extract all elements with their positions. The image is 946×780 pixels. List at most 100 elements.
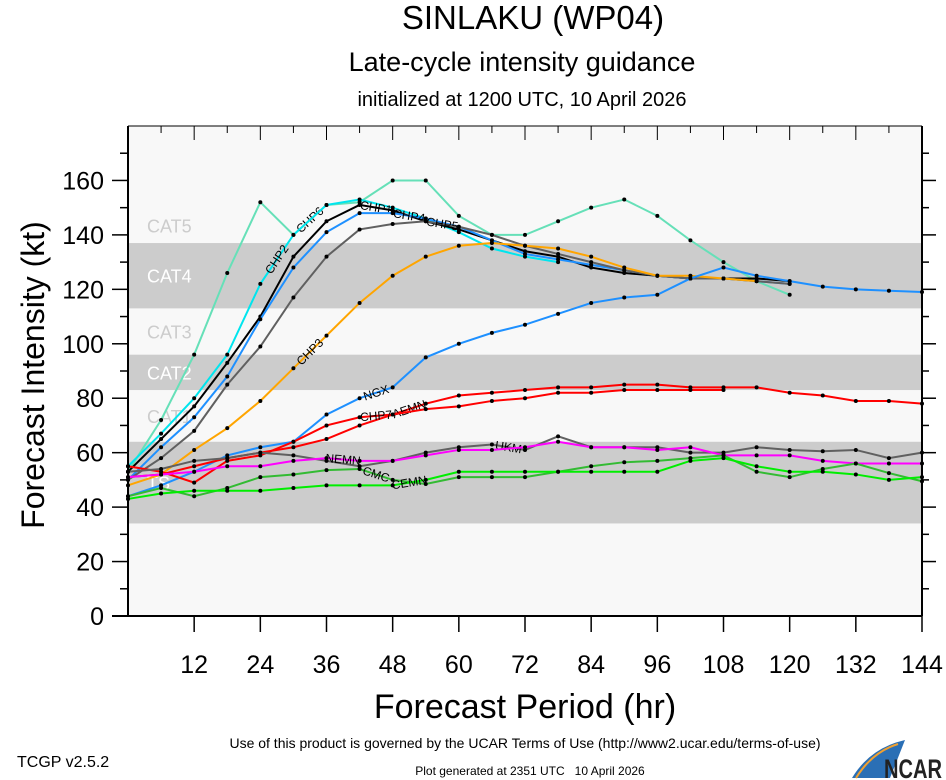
data-point [423,481,428,486]
data-point [820,469,825,474]
y-tick-label: 140 [62,222,104,250]
data-point [192,469,197,474]
data-point [291,486,296,491]
data-point [489,246,494,251]
data-point [754,279,759,284]
data-point [489,447,494,452]
data-point [324,483,329,488]
x-tick-label: 12 [180,651,208,679]
series-label-ukm: UKM [494,438,523,456]
data-point [159,472,164,477]
data-point [655,447,660,452]
data-point [489,390,494,395]
data-point [754,469,759,474]
y-tick-label: 20 [76,549,104,577]
data-point [688,445,693,450]
data-point [324,333,329,338]
data-point [655,382,660,387]
data-point [258,450,263,455]
data-point [655,273,660,278]
data-point [820,449,825,454]
data-point [523,469,527,474]
data-point [225,382,230,387]
x-tick-label: 24 [246,651,274,679]
data-point [159,467,164,471]
data-point [357,415,362,420]
data-point [489,469,494,474]
band-label-cat2: CAT2 [147,363,192,383]
series-label-chp4: CHP4 [392,206,426,225]
data-point [820,284,825,289]
data-point [754,273,759,278]
data-point [556,439,561,444]
data-point [655,469,660,474]
data-point [853,447,858,452]
data-point [787,390,792,395]
data-point [456,243,461,248]
data-point [556,311,561,316]
data-point [258,281,263,286]
data-point [556,246,561,251]
data-point [324,468,329,473]
data-point [258,398,263,403]
data-point [324,456,329,461]
data-point [523,396,527,401]
data-point [523,475,527,480]
data-point [456,341,461,346]
data-point [886,288,891,293]
data-point [787,292,792,297]
data-point [456,224,461,229]
band-label-cat4: CAT4 [147,267,192,287]
data-point [357,423,362,428]
data-point [258,344,263,349]
y-tick-label: 160 [62,167,104,195]
data-point [159,491,164,496]
data-point [357,483,362,488]
data-point [589,300,594,305]
data-point [456,469,461,474]
data-point [192,488,197,493]
data-point [159,445,164,450]
data-point [489,475,494,480]
data-point [291,366,296,371]
data-point [886,477,891,482]
series-label-chp7: CHP7 [360,408,393,425]
version-label: TCGP v2.5.2 [17,754,109,771]
data-point [324,230,329,235]
data-point [589,464,594,469]
x-tick-label: 96 [643,651,671,679]
x-tick-label: 48 [379,651,407,679]
data-point [357,300,362,305]
terms-of-use: Use of this product is governed by the U… [229,735,820,751]
data-point [556,469,561,474]
data-point [291,439,296,444]
data-point [192,352,197,357]
data-point [225,271,230,275]
data-point [423,477,428,482]
data-point [787,279,792,284]
data-point [489,442,494,447]
ncar-logo-text: NCAR [884,754,942,780]
data-point [225,360,230,365]
data-point [820,458,825,463]
data-point [159,418,164,422]
chart-subtitle: Late-cycle intensity guidance [349,47,696,77]
data-point [886,461,891,466]
data-point [159,456,164,461]
data-point [622,382,627,387]
data-point [688,388,693,393]
data-point [291,458,296,463]
data-point [523,232,527,237]
data-point [853,472,858,477]
data-point [390,273,395,278]
data-point [291,453,296,458]
data-point [523,243,527,248]
data-point [291,445,296,450]
data-point [787,469,792,474]
data-point [556,219,561,224]
x-tick-label: 36 [313,651,341,679]
data-point [523,388,527,393]
data-point [225,464,230,469]
data-point [357,396,362,401]
